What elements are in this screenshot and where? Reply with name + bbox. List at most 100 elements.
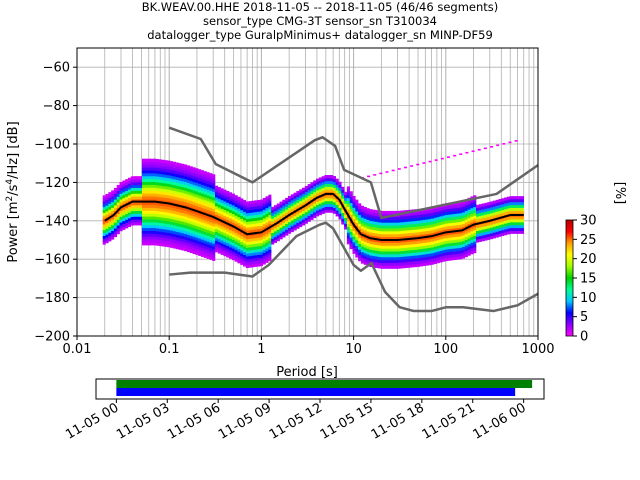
- density-cell: [335, 184, 339, 188]
- density-cell: [240, 247, 244, 251]
- density-cell: [355, 245, 359, 249]
- density-cell: [170, 192, 174, 196]
- density-cell: [198, 174, 202, 179]
- density-cell: [363, 218, 367, 222]
- density-cell: [167, 212, 171, 216]
- density-cell: [419, 237, 423, 241]
- density-cell: [487, 230, 491, 235]
- density-cell: [461, 223, 466, 227]
- density-cell: [442, 232, 446, 236]
- density-cell: [508, 141, 512, 144]
- density-cell: [316, 184, 320, 188]
- density-cell: [476, 210, 480, 214]
- density-cell: [388, 251, 393, 255]
- density-cell: [327, 175, 331, 179]
- density-cell: [481, 206, 485, 210]
- density-cell: [175, 240, 179, 244]
- density-cell: [113, 199, 118, 203]
- density-cell: [358, 203, 362, 207]
- density-cell: [186, 165, 191, 169]
- density-cell: [504, 226, 508, 230]
- density-cell: [476, 213, 480, 217]
- density-cell: [164, 200, 168, 204]
- density-cell: [436, 242, 440, 246]
- density-cell: [184, 227, 188, 232]
- density-cell: [142, 224, 146, 229]
- density-cell: [324, 180, 328, 184]
- density-cell: [425, 233, 429, 237]
- density-cell: [397, 248, 401, 252]
- density-cell: [344, 214, 348, 218]
- density-cell: [433, 214, 438, 218]
- density-cell: [293, 221, 297, 225]
- density-cell: [245, 210, 249, 214]
- density-cell: [520, 207, 525, 211]
- density-cell: [509, 216, 513, 220]
- density-cell: [445, 252, 449, 256]
- density-cell: [181, 201, 185, 205]
- density-cell: [388, 265, 393, 269]
- density-cell: [178, 206, 182, 210]
- density-cell: [473, 229, 477, 234]
- density-cell: [259, 234, 263, 238]
- density-cell: [229, 200, 233, 205]
- density-cell: [358, 220, 362, 224]
- density-cell: [498, 207, 502, 211]
- density-cell: [195, 240, 199, 244]
- density-cell: [262, 209, 266, 213]
- density-cell: [321, 184, 325, 189]
- density-cell: [195, 194, 199, 198]
- x-axis-label: Period [s]: [276, 365, 338, 380]
- density-cell: [195, 211, 199, 215]
- density-cell: [445, 246, 449, 250]
- density-cell: [470, 236, 474, 240]
- density-cell: [433, 255, 438, 259]
- density-cell: [217, 221, 221, 225]
- density-cell: [470, 205, 474, 209]
- density-cell: [344, 203, 348, 207]
- density-cell: [304, 200, 308, 204]
- density-cell: [127, 212, 132, 216]
- density-cell: [433, 226, 438, 230]
- density-cell: [501, 227, 505, 231]
- density-cell: [212, 226, 216, 230]
- density-cell: [453, 256, 457, 261]
- density-cell: [484, 231, 488, 235]
- density-cell: [220, 194, 224, 198]
- density-cell: [175, 188, 179, 192]
- density-cell: [397, 168, 401, 170]
- density-cell: [290, 197, 294, 201]
- density-cell: [512, 216, 516, 220]
- density-cell: [461, 200, 466, 204]
- density-cell: [150, 230, 154, 234]
- density-cell: [372, 261, 376, 265]
- density-cell: [178, 197, 182, 201]
- density-cell: [293, 192, 297, 196]
- density-cell: [217, 250, 221, 254]
- y-tick-label: −140: [34, 214, 70, 229]
- density-cell: [203, 182, 207, 186]
- density-cell: [139, 176, 143, 180]
- density-cell: [377, 250, 381, 255]
- density-cell: [212, 174, 216, 178]
- density-cell: [456, 256, 460, 260]
- density-cell: [447, 205, 452, 209]
- density-cell: [150, 216, 154, 220]
- density-cell: [268, 232, 272, 236]
- density-cell: [254, 200, 258, 204]
- density-cell: [411, 252, 415, 256]
- density-cell: [276, 229, 280, 233]
- density-cell: [296, 199, 300, 203]
- density-cell: [313, 186, 317, 190]
- density-cell: [442, 221, 446, 225]
- density-cell: [214, 205, 219, 210]
- density-cell: [150, 164, 154, 168]
- density-cell: [391, 262, 395, 266]
- density-cell: [259, 205, 263, 209]
- density-cell: [172, 222, 176, 226]
- density-cell: [273, 228, 278, 232]
- density-cell: [509, 219, 513, 223]
- density-cell: [153, 242, 157, 246]
- density-cell: [139, 193, 143, 197]
